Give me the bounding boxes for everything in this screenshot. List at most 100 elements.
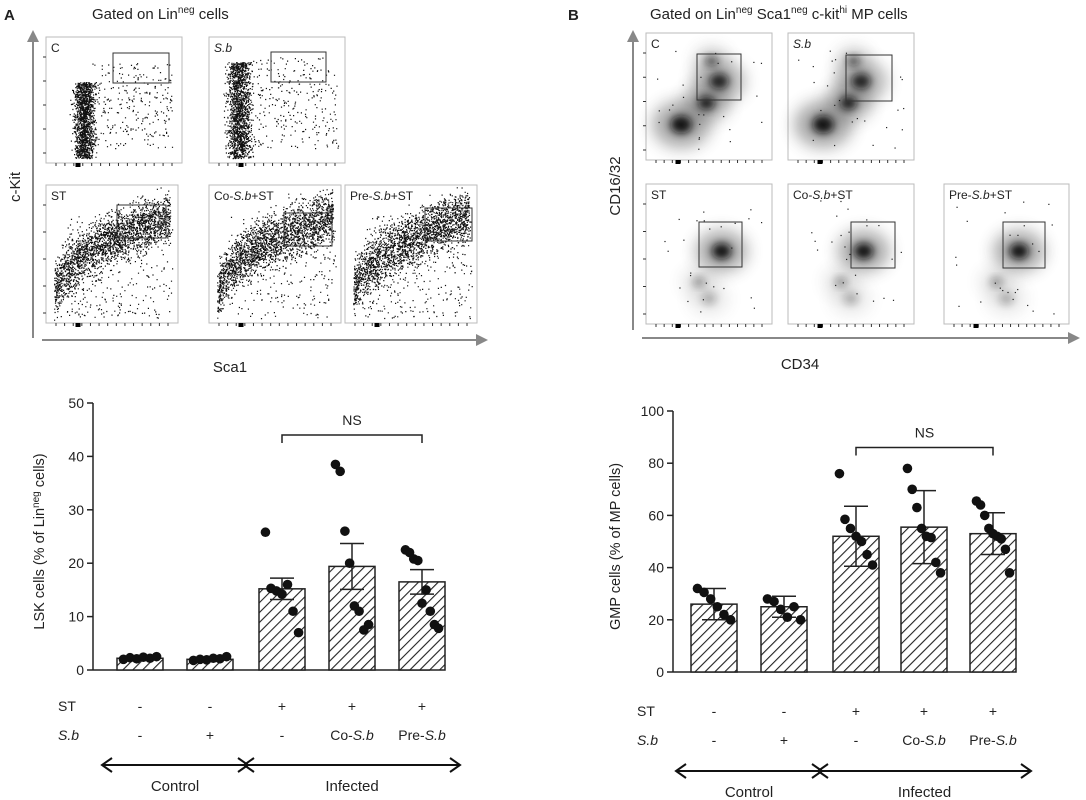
- group-label: Infected: [898, 784, 951, 800]
- significance-bracket: [855, 446, 994, 456]
- group-arrow: [242, 757, 462, 773]
- flow-plots-a: C S.b ST Co-S.b+ST Pre-S.b+ST: [43, 36, 478, 327]
- scatter-events: [353, 187, 473, 320]
- data-point: [902, 463, 913, 474]
- data-point: [725, 615, 736, 625]
- panel-letter-a: A: [4, 7, 15, 24]
- flow-plot-label: Co-S.b+ST: [214, 189, 274, 203]
- data-point: [413, 555, 423, 566]
- flow-axes-b: [627, 30, 1080, 344]
- data-point: [979, 510, 990, 521]
- gate-box: [283, 212, 333, 247]
- flow-y-label-b: CD16/32: [607, 156, 624, 215]
- data-point: [862, 549, 872, 560]
- data-point: [421, 585, 431, 595]
- data-point: [926, 532, 936, 543]
- density-events: [652, 47, 763, 150]
- flow-plot-2: S.b: [787, 32, 915, 164]
- flow-y-label-a: c-Kit: [7, 171, 24, 202]
- data-point: [834, 468, 845, 479]
- bar-chart-lsk: 0 10 20 30 40 50 LSK cells (% of Linneg cells)…: [31, 395, 462, 795]
- flow-plot-label: ST: [51, 189, 67, 203]
- gate-box: [116, 204, 167, 239]
- y-tick-label: 50: [68, 395, 84, 411]
- flow-plot-3: ST: [643, 183, 773, 328]
- scatter-events: [69, 63, 174, 160]
- panel-letter-b: B: [568, 7, 579, 24]
- y-tick-label: 0: [656, 664, 664, 680]
- y-axis-label: LSK cells (% of Linneg cells): [31, 453, 48, 629]
- data-point: [845, 523, 856, 534]
- data-point: [931, 557, 941, 568]
- gate-box: [424, 207, 473, 242]
- data-point: [340, 526, 350, 536]
- y-axis-label: GMP cells (% of MP cells): [608, 463, 624, 630]
- y-tick-label: 40: [648, 560, 664, 576]
- flow-plot-label: Co-S.b+ST: [793, 188, 853, 202]
- data-point: [705, 594, 716, 604]
- data-point: [712, 601, 723, 612]
- row-value: Pre-S.b: [398, 727, 446, 743]
- y-tick-label: 60: [648, 507, 664, 523]
- flow-plot-label: S.b: [793, 37, 811, 51]
- row-value: +: [348, 698, 356, 714]
- flow-plots-b: C S.b ST Co-S.b+ST Pre-S.b+ST: [643, 32, 1070, 328]
- data-point: [769, 596, 779, 607]
- gate-box: [845, 54, 893, 102]
- row-value: -: [854, 732, 859, 748]
- row-label: ST: [58, 698, 76, 714]
- y-tick-label: 20: [648, 612, 664, 628]
- row-value: Pre-S.b: [969, 732, 1017, 748]
- flow-plot-5: Pre-S.b+ST: [344, 184, 478, 327]
- group-label: Infected: [325, 778, 378, 795]
- gate-box: [270, 51, 327, 83]
- data-point: [417, 598, 427, 609]
- flow-plot-label: C: [651, 37, 660, 51]
- y-tick-label: 30: [68, 502, 84, 518]
- scatter-events: [223, 57, 340, 160]
- row-value: -: [712, 732, 717, 748]
- group-arrow: [100, 757, 250, 773]
- data-point: [425, 606, 436, 617]
- row-value: -: [138, 698, 143, 714]
- flow-plot-label: Pre-S.b+ST: [350, 189, 414, 203]
- group-label: Control: [151, 778, 199, 795]
- data-point: [699, 587, 709, 598]
- density-events: [664, 209, 763, 315]
- row-value: +: [852, 703, 860, 719]
- data-point: [719, 609, 729, 620]
- row-value: +: [206, 727, 214, 743]
- row-value: -: [138, 727, 143, 743]
- data-point: [867, 560, 878, 570]
- data-point: [260, 527, 271, 538]
- data-point: [363, 619, 374, 630]
- y-tick-label: 0: [76, 662, 84, 678]
- row-label: S.b: [637, 732, 658, 748]
- scatter-events: [217, 189, 337, 320]
- gate-box: [698, 221, 743, 268]
- y-tick-label: 80: [648, 455, 664, 471]
- data-point: [775, 604, 786, 615]
- row-value: +: [278, 698, 286, 714]
- row-value: -: [280, 727, 285, 743]
- flow-plot-1: C: [643, 32, 773, 164]
- y-tick-label: 100: [641, 403, 665, 419]
- data-point: [288, 606, 298, 617]
- gate-title-b: Gated on Linneg Sca1neg c-kithi MP cells: [650, 5, 908, 23]
- data-point: [433, 623, 444, 634]
- data-point: [975, 500, 986, 510]
- flow-plot-2: S.b: [208, 36, 346, 167]
- data-point: [1000, 544, 1011, 555]
- flow-plot-4: Co-S.b+ST: [208, 184, 342, 327]
- flow-plot-1: C: [43, 36, 183, 167]
- row-value: Co-S.b: [902, 732, 946, 748]
- flow-axes-a: [27, 30, 488, 346]
- row-label: ST: [637, 703, 655, 719]
- data-point: [344, 558, 355, 568]
- significance-label: NS: [342, 412, 361, 428]
- flow-plot-label: S.b: [214, 41, 232, 55]
- data-point: [1004, 568, 1015, 578]
- row-value: +: [780, 732, 788, 748]
- data-point: [789, 601, 799, 612]
